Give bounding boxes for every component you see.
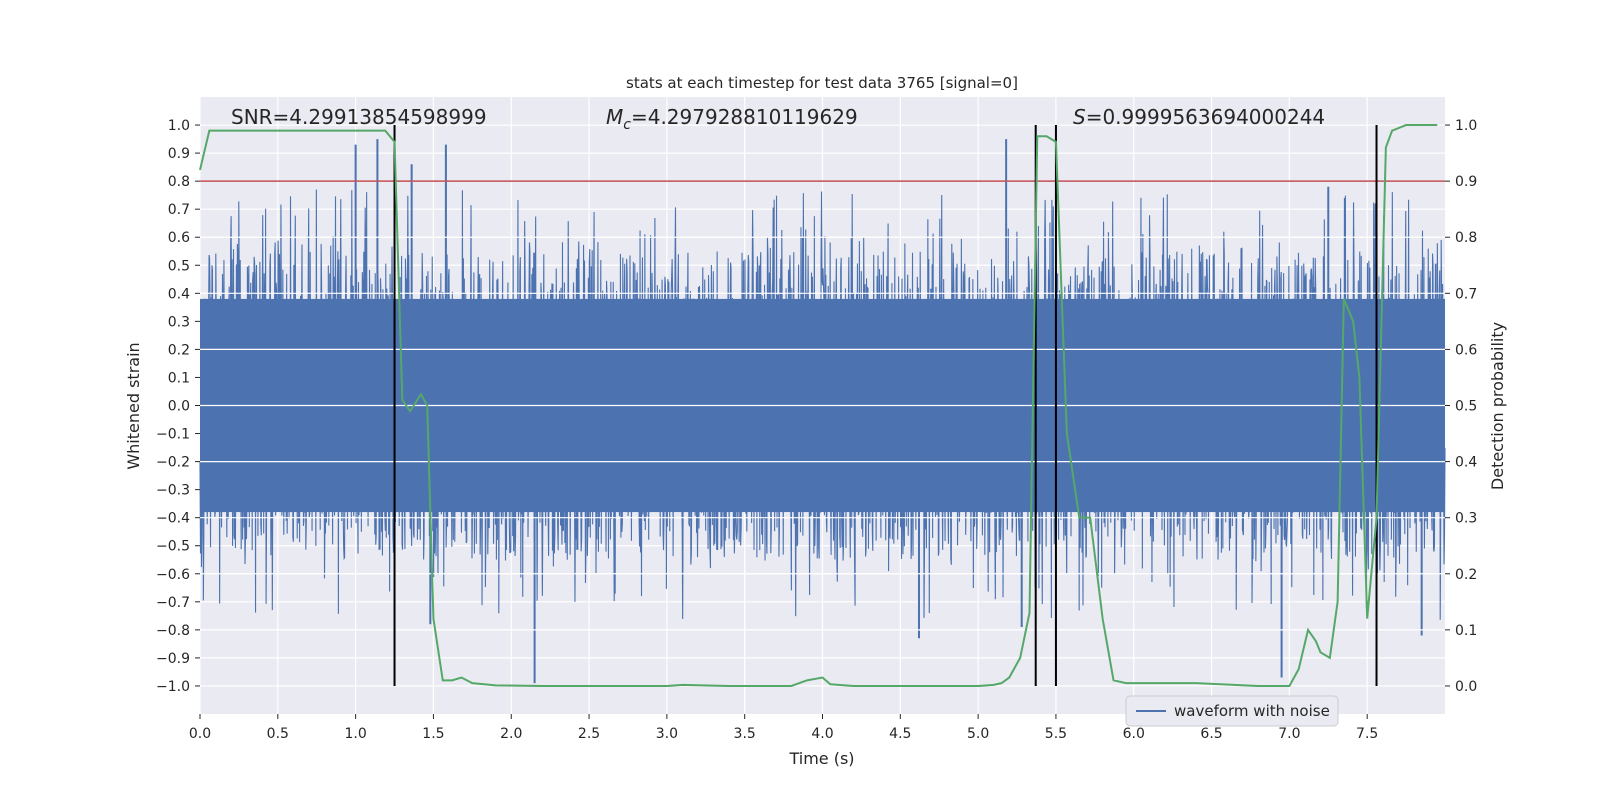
x-tick-label: 5.0 (967, 726, 989, 742)
right-tick-label: 0.7 (1455, 286, 1477, 302)
x-tick-label: 1.5 (422, 726, 444, 742)
y-tick-label: 0.4 (168, 286, 190, 302)
score-annotation: S=0.9999563694000244 (1073, 105, 1325, 129)
x-tick-label: 0.0 (189, 726, 211, 742)
x-tick-label: 4.0 (811, 726, 833, 742)
chirp-mass-value: =4.297928810119629 (631, 105, 858, 129)
y-tick-label: 0.3 (168, 314, 190, 330)
chirp-mass-symbol: M (606, 105, 623, 129)
y-tick-label: −0.2 (156, 455, 190, 471)
y-tick-label: −0.1 (156, 427, 190, 443)
x-axis-label: Time (s) (788, 749, 854, 768)
legend-box (1125, 695, 1339, 727)
right-tick-label: 0.0 (1455, 679, 1477, 695)
right-tick-label: 0.5 (1455, 399, 1477, 415)
x-tick-label: 4.5 (889, 726, 911, 742)
right-tick-label: 0.9 (1455, 174, 1477, 190)
right-tick-label: 0.1 (1455, 623, 1477, 639)
x-tick-label: 0.5 (267, 726, 289, 742)
right-tick-label: 0.8 (1455, 230, 1477, 246)
chirp-mass-subscript: c (623, 117, 631, 133)
y-tick-label: −0.3 (156, 483, 190, 499)
detection-probability-line (199, 124, 1438, 687)
x-tick-label: 7.0 (1278, 726, 1300, 742)
y-tick-label: 0.5 (168, 258, 190, 274)
right-tick-label: 1.0 (1455, 118, 1477, 134)
right-axis-ticks: 1.0 0.9 0.8 0.7 0.6 0.5 0.4 0.3 0.2 0.1 0.0 (1445, 118, 1477, 695)
snr-annotation: SNR=4.29913854598999 (231, 105, 487, 129)
x-axis-ticks: 0.0 0.5 1.0 1.5 2.0 2.5 3.0 3.5 4.0 4.5 5.0 5.5 6.0 6… (189, 714, 1378, 742)
score-value: =0.9999563694000244 (1086, 105, 1325, 129)
x-tick-label: 1.0 (344, 726, 366, 742)
y-tick-label: 0.9 (168, 146, 190, 162)
x-tick-label: 6.0 (1123, 726, 1145, 742)
y-tick-label: −1.0 (156, 679, 190, 695)
y-tick-label: −0.6 (156, 567, 190, 583)
right-tick-label: 0.6 (1455, 342, 1477, 358)
chart-title: stats at each timestep for test data 376… (626, 74, 1018, 92)
x-tick-label: 7.5 (1356, 726, 1378, 742)
x-tick-label: 3.0 (656, 726, 678, 742)
y-tick-label: −0.8 (156, 623, 190, 639)
right-tick-label: 0.3 (1455, 511, 1477, 527)
score-symbol: S (1073, 105, 1086, 129)
y-tick-label: −0.4 (156, 511, 190, 527)
y-tick-label: 0.6 (168, 230, 190, 246)
y-tick-label: −0.9 (156, 651, 190, 667)
y-tick-label: 0.8 (168, 174, 190, 190)
right-tick-label: 0.2 (1455, 567, 1477, 583)
y-tick-label: 1.0 (168, 118, 190, 134)
x-tick-label: 5.5 (1045, 726, 1067, 742)
y-tick-label: −0.5 (156, 539, 190, 555)
y-tick-label: 0.0 (168, 399, 190, 415)
left-axis-label: Whitened strain (124, 342, 143, 469)
y-tick-label: 0.1 (168, 370, 190, 386)
y-tick-label: 0.7 (168, 202, 190, 218)
x-tick-label: 2.5 (578, 726, 600, 742)
legend: waveform with noise (1125, 695, 1339, 727)
left-axis-ticks: 1.0 0.9 0.8 0.7 0.6 0.5 0.4 0.3 0.2 0.1 0.0 −0.1 −0.… (156, 118, 200, 695)
right-tick-label: 0.4 (1455, 455, 1477, 471)
legend-label: waveform with noise (1174, 702, 1330, 720)
y-tick-label: −0.7 (156, 595, 190, 611)
x-tick-label: 3.5 (734, 726, 756, 742)
y-tick-label: 0.2 (168, 342, 190, 358)
right-axis-label: Detection probability (1488, 322, 1507, 490)
chirp-mass-annotation: Mc=4.297928810119629 (606, 105, 858, 133)
x-tick-label: 2.0 (500, 726, 522, 742)
right-axis-grid-lines (200, 124, 1445, 687)
x-tick-label: 6.5 (1200, 726, 1222, 742)
